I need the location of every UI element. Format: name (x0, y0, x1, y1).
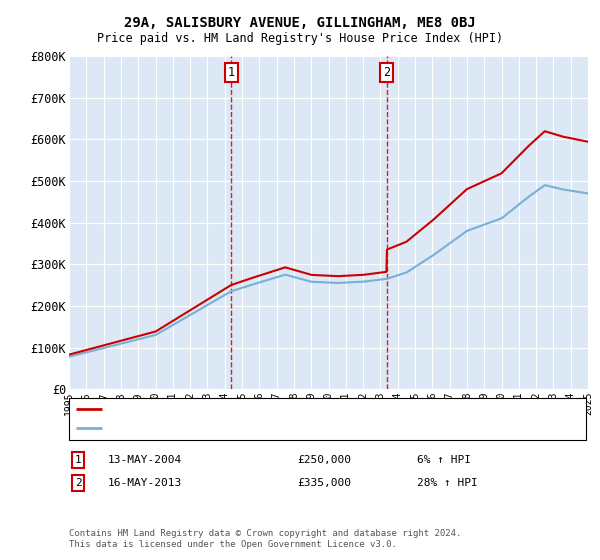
Text: 28% ↑ HPI: 28% ↑ HPI (417, 478, 478, 488)
Text: Contains HM Land Registry data © Crown copyright and database right 2024.
This d: Contains HM Land Registry data © Crown c… (69, 529, 461, 549)
Text: 6% ↑ HPI: 6% ↑ HPI (417, 455, 471, 465)
Text: £250,000: £250,000 (297, 455, 351, 465)
Text: 2: 2 (383, 66, 391, 79)
Text: 13-MAY-2004: 13-MAY-2004 (108, 455, 182, 465)
Text: Price paid vs. HM Land Registry's House Price Index (HPI): Price paid vs. HM Land Registry's House … (97, 32, 503, 45)
Text: 1: 1 (74, 455, 82, 465)
Text: 29A, SALISBURY AVENUE, GILLINGHAM, ME8 0BJ: 29A, SALISBURY AVENUE, GILLINGHAM, ME8 0… (124, 16, 476, 30)
Text: 29A, SALISBURY AVENUE, GILLINGHAM, ME8 0BJ (detached house): 29A, SALISBURY AVENUE, GILLINGHAM, ME8 0… (106, 404, 475, 414)
Text: 2: 2 (74, 478, 82, 488)
Text: 16-MAY-2013: 16-MAY-2013 (108, 478, 182, 488)
Text: 1: 1 (227, 66, 235, 79)
Text: HPI: Average price, detached house, Medway: HPI: Average price, detached house, Medw… (106, 423, 368, 433)
Text: £335,000: £335,000 (297, 478, 351, 488)
